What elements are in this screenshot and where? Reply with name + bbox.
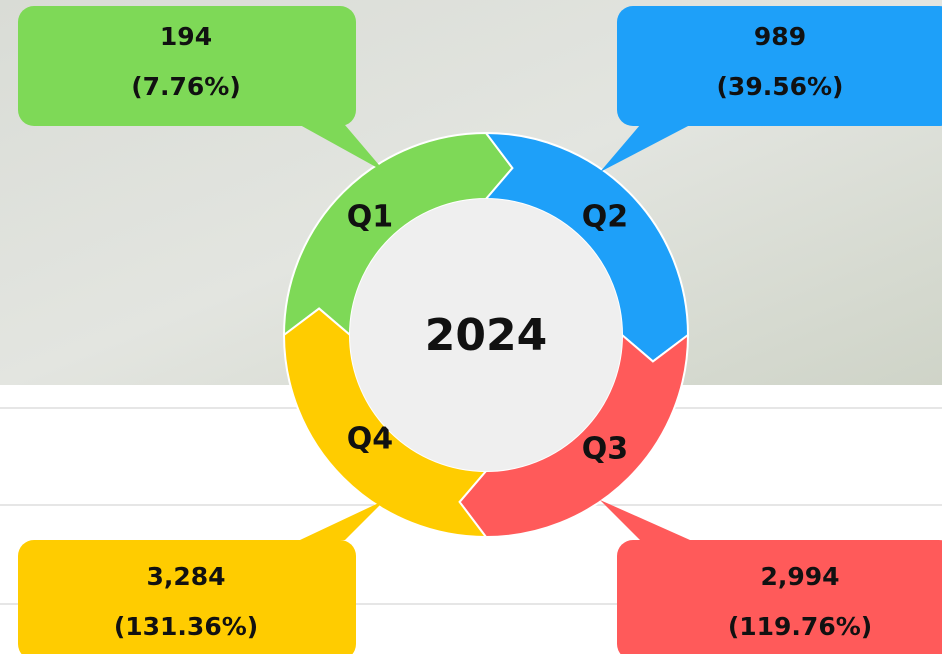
callout-box xyxy=(18,6,356,126)
callout-value: 3,284 xyxy=(146,562,225,591)
quarter-label: Q3 xyxy=(582,432,628,467)
quarter-label: Q2 xyxy=(582,200,628,235)
callout-box xyxy=(617,6,942,126)
callout-percent: (7.76%) xyxy=(131,72,241,101)
quarter-label: Q1 xyxy=(347,200,393,235)
callout-value: 2,994 xyxy=(760,562,839,591)
quarter-label: Q4 xyxy=(347,422,393,457)
callout-box xyxy=(18,540,356,654)
callout-percent: (131.36%) xyxy=(114,612,258,641)
callout-percent: (119.76%) xyxy=(728,612,872,641)
callout-value: 194 xyxy=(160,22,212,51)
cycle-ring: Q1 Q2 Q3 Q4 xyxy=(282,131,690,539)
callout-value: 989 xyxy=(754,22,806,51)
callout-pointer xyxy=(600,125,690,172)
center-circle xyxy=(350,199,622,471)
callout-pointer xyxy=(300,125,385,172)
callouts: 194 (7.76%) 989 (39.56%) 2,994 (119.76%) 3,284… xyxy=(18,6,942,654)
callout-percent: (39.56%) xyxy=(717,72,844,101)
callout-pointer xyxy=(600,500,690,540)
callout-box xyxy=(617,540,942,654)
center-label: 2024 xyxy=(425,310,547,361)
callout-pointer xyxy=(300,500,385,540)
